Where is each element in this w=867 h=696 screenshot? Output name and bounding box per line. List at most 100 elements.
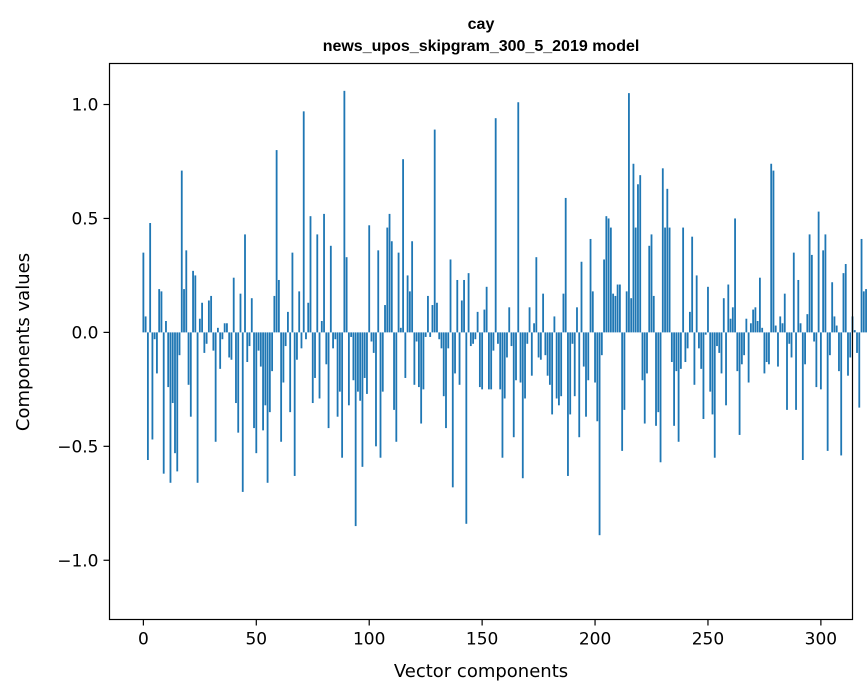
bar bbox=[506, 332, 508, 358]
bar bbox=[169, 332, 172, 483]
bar bbox=[553, 316, 556, 333]
bar bbox=[194, 275, 197, 333]
bar bbox=[774, 325, 777, 333]
bar bbox=[244, 234, 246, 333]
x-tick-label: 150 bbox=[466, 630, 498, 650]
bar bbox=[707, 286, 709, 333]
bar bbox=[713, 332, 716, 458]
bar bbox=[436, 302, 438, 333]
bar bbox=[366, 332, 368, 394]
bar bbox=[311, 332, 314, 404]
bar bbox=[754, 307, 757, 333]
bar bbox=[390, 241, 393, 333]
bar bbox=[865, 289, 867, 333]
bar bbox=[573, 332, 576, 397]
bar bbox=[779, 316, 782, 333]
bar bbox=[745, 318, 748, 333]
bar bbox=[533, 323, 535, 333]
bar bbox=[474, 332, 477, 340]
bar bbox=[670, 332, 673, 363]
bar bbox=[237, 332, 240, 433]
bar bbox=[585, 332, 587, 417]
bar bbox=[822, 250, 825, 333]
bar bbox=[614, 295, 617, 333]
bar bbox=[422, 332, 425, 390]
bar bbox=[508, 307, 511, 333]
bar bbox=[749, 323, 752, 333]
bar bbox=[829, 332, 831, 356]
bar bbox=[659, 332, 662, 463]
bar bbox=[384, 305, 386, 333]
bar bbox=[354, 332, 357, 527]
bar bbox=[591, 291, 594, 333]
bar bbox=[704, 332, 707, 335]
bar bbox=[858, 332, 861, 408]
bar bbox=[580, 261, 583, 333]
bar bbox=[196, 332, 199, 483]
bar bbox=[223, 323, 226, 333]
bar bbox=[368, 225, 371, 333]
bar bbox=[862, 291, 865, 333]
y-tick-label: 0.5 bbox=[71, 209, 98, 229]
chart-title: cay bbox=[468, 16, 495, 33]
bar bbox=[235, 332, 237, 404]
bar bbox=[725, 332, 727, 406]
bar bbox=[442, 332, 445, 397]
bar bbox=[375, 332, 377, 447]
bar bbox=[399, 327, 402, 333]
bar bbox=[165, 320, 167, 333]
bar bbox=[616, 284, 619, 333]
bar bbox=[738, 332, 741, 435]
bar bbox=[740, 332, 743, 365]
bar bbox=[695, 275, 698, 333]
bar bbox=[257, 332, 260, 351]
bar bbox=[759, 277, 761, 333]
bar bbox=[293, 332, 296, 476]
bar bbox=[318, 332, 321, 399]
bar bbox=[253, 332, 255, 429]
bar bbox=[844, 264, 847, 333]
bar bbox=[824, 234, 827, 333]
bar bbox=[361, 332, 364, 467]
bar bbox=[255, 332, 258, 454]
bar bbox=[648, 245, 651, 333]
bar bbox=[275, 150, 278, 333]
bar bbox=[472, 332, 474, 344]
bar bbox=[250, 298, 253, 333]
bar bbox=[548, 332, 551, 385]
bar bbox=[454, 332, 456, 374]
bar bbox=[688, 311, 691, 333]
bar bbox=[146, 332, 149, 460]
bar bbox=[386, 227, 389, 333]
bar bbox=[490, 332, 493, 390]
bar bbox=[763, 332, 766, 374]
bar bbox=[336, 332, 339, 417]
bar bbox=[833, 316, 836, 333]
bar bbox=[777, 332, 779, 367]
bar bbox=[618, 284, 621, 333]
bar bbox=[327, 332, 330, 429]
bar bbox=[156, 332, 158, 374]
bar bbox=[815, 332, 818, 388]
bar bbox=[693, 332, 696, 385]
bar bbox=[341, 332, 344, 458]
y-axis-label: Components values bbox=[13, 253, 34, 431]
bar bbox=[628, 93, 630, 333]
bar bbox=[217, 327, 219, 333]
bar bbox=[686, 332, 689, 349]
bar bbox=[205, 332, 208, 344]
bar bbox=[542, 293, 545, 333]
y-axis-ticks: −1.0 −0.5 0.0 0.5 1.0 bbox=[57, 96, 110, 571]
bar bbox=[438, 332, 441, 340]
bar bbox=[296, 332, 298, 360]
bar bbox=[203, 332, 206, 353]
bar bbox=[201, 302, 203, 333]
bar bbox=[537, 332, 540, 358]
bar bbox=[842, 273, 845, 333]
bar bbox=[501, 332, 504, 458]
bar bbox=[835, 325, 838, 333]
bar bbox=[329, 245, 332, 333]
bar bbox=[646, 332, 648, 374]
chart-subtitle: news_upos_skipgram_300_5_2019 model bbox=[323, 38, 640, 55]
bar bbox=[449, 259, 452, 333]
